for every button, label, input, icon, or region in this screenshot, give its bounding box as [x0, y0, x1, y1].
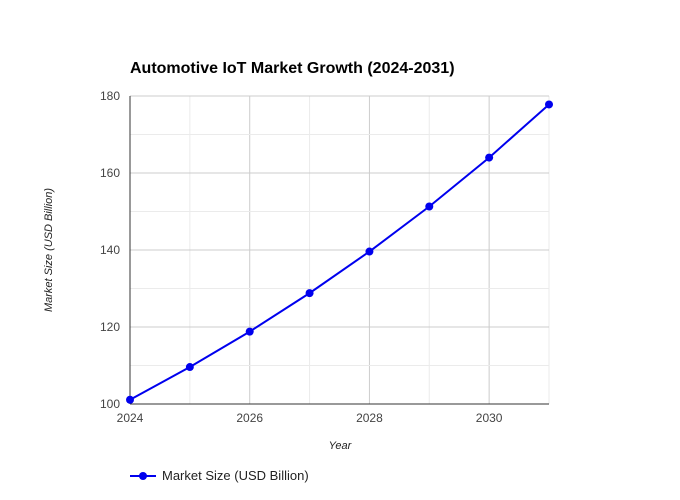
- series: [126, 100, 553, 404]
- y-axis-title: Market Size (USD Billion): [43, 188, 55, 312]
- x-tick-label: 2026: [236, 411, 263, 425]
- chart-title: Automotive IoT Market Growth (2024-2031): [130, 60, 455, 77]
- x-tick-label: 2030: [476, 411, 503, 425]
- x-tick-label: 2024: [117, 411, 144, 425]
- x-axis-title: Year: [329, 440, 353, 452]
- data-point[interactable]: [245, 327, 254, 336]
- tick-labels: 2024 2026 2028 2030 100 120 140 160 180: [100, 89, 503, 425]
- data-point[interactable]: [365, 247, 374, 256]
- y-tick-label: 160: [100, 166, 120, 180]
- y-tick-label: 120: [100, 320, 120, 334]
- data-point[interactable]: [305, 289, 314, 298]
- data-point[interactable]: [485, 153, 494, 162]
- series-line: [129, 103, 550, 401]
- grid: [129, 95, 550, 405]
- y-tick-label: 180: [100, 89, 120, 103]
- x-tick-label: 2028: [356, 411, 383, 425]
- legend[interactable]: Market Size (USD Billion): [130, 468, 309, 483]
- data-point[interactable]: [185, 363, 194, 372]
- data-point[interactable]: [545, 100, 553, 109]
- legend-point-marker: [139, 472, 147, 480]
- y-tick-label: 140: [100, 243, 120, 257]
- axes: [129, 96, 549, 405]
- legend-label: Market Size (USD Billion): [162, 468, 309, 483]
- y-tick-label: 100: [100, 397, 120, 411]
- data-point[interactable]: [425, 202, 434, 211]
- data-point[interactable]: [126, 395, 134, 404]
